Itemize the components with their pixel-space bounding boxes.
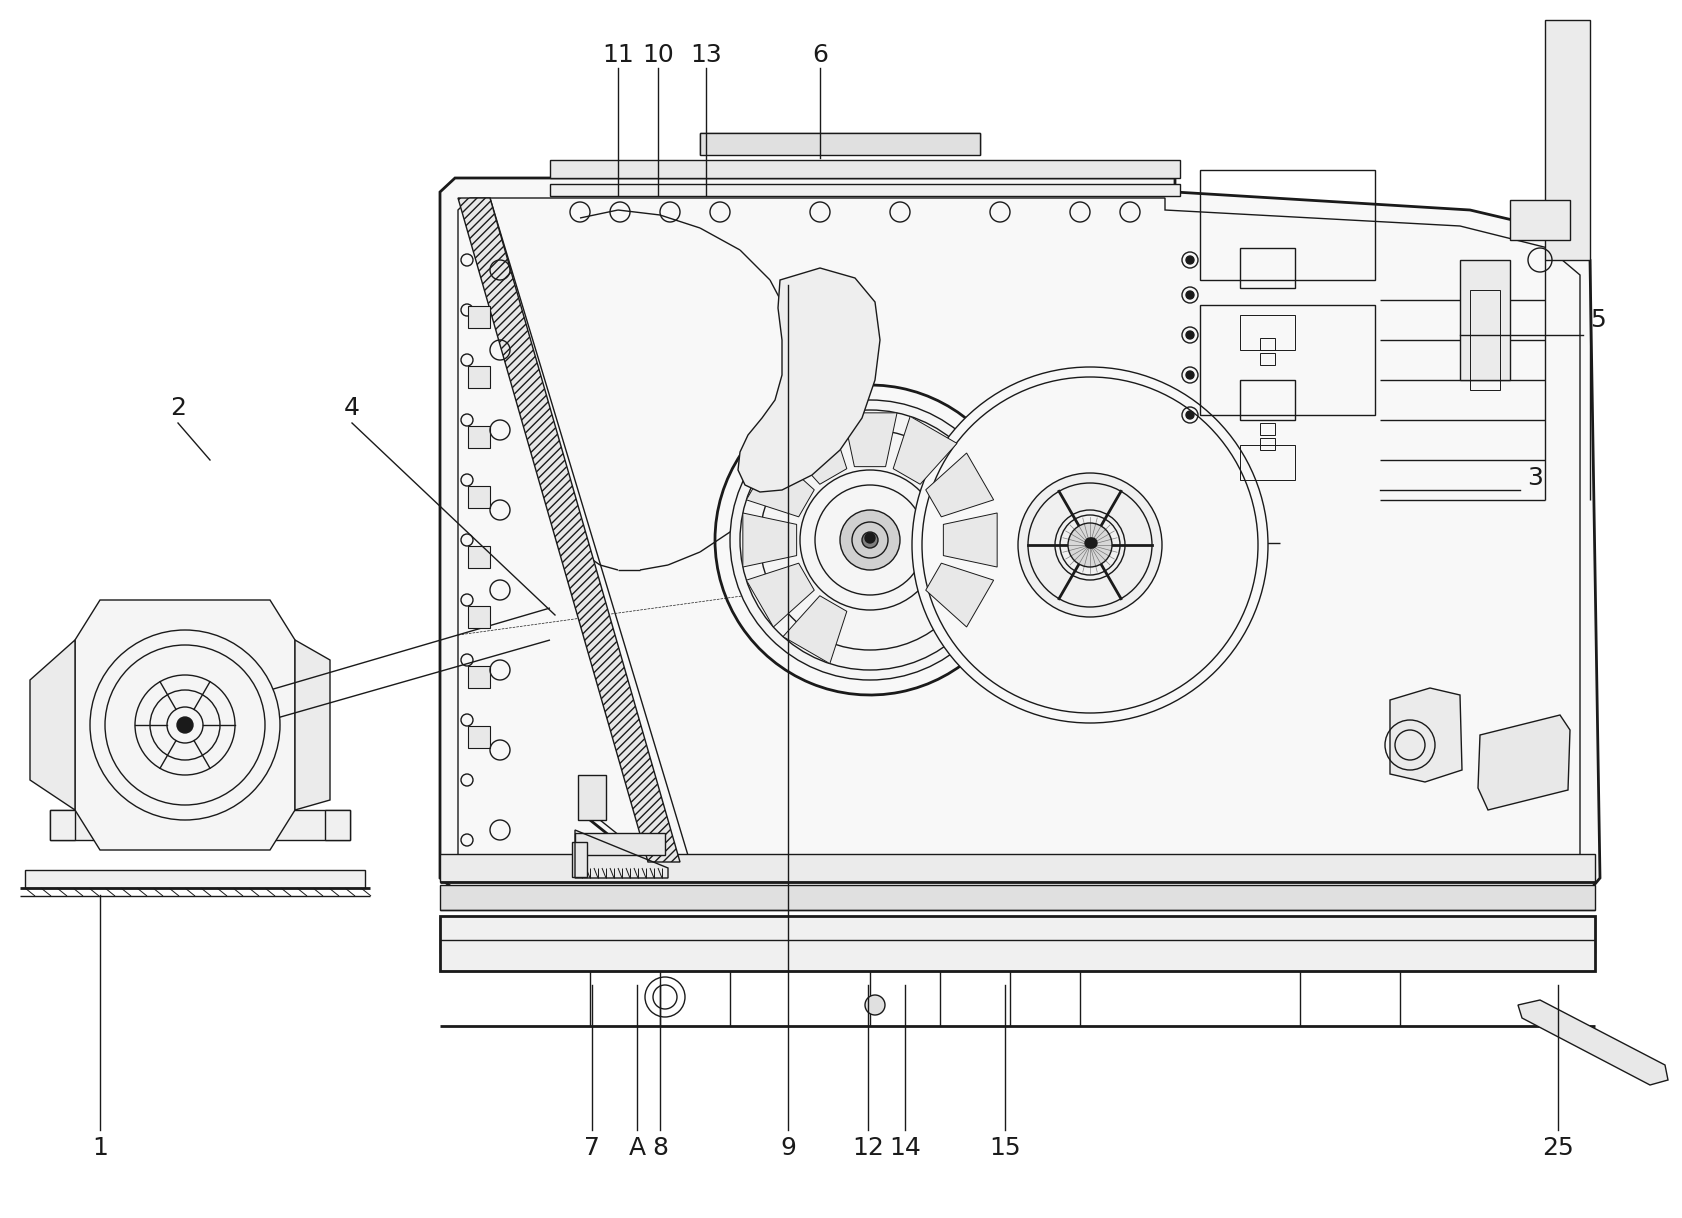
Bar [1240,380,1293,420]
Circle shape [1068,523,1112,568]
Bar [325,810,350,840]
Bar [575,833,664,855]
Polygon shape [294,639,330,810]
Bar [439,885,1595,910]
Bar [1199,304,1374,415]
Bar [468,726,489,748]
Bar [439,935,1595,952]
Polygon shape [745,563,814,627]
Polygon shape [782,417,846,485]
Circle shape [1087,538,1097,548]
Polygon shape [1517,1000,1667,1085]
Bar [50,810,350,840]
Polygon shape [843,413,897,466]
Polygon shape [30,639,76,810]
Polygon shape [76,600,294,850]
Bar [439,854,1595,882]
Polygon shape [925,563,992,627]
Polygon shape [745,453,814,516]
Circle shape [89,630,279,820]
Bar [572,842,587,877]
Text: 6: 6 [811,43,828,67]
Polygon shape [1389,688,1462,782]
Bar [1260,423,1275,435]
Text: 14: 14 [888,1136,920,1160]
Text: 13: 13 [690,43,722,67]
Circle shape [912,367,1267,723]
Circle shape [865,533,875,543]
Bar [439,917,1595,935]
Polygon shape [742,513,796,568]
Bar [577,775,606,820]
Bar [468,306,489,328]
Text: 12: 12 [851,1136,883,1160]
Bar [550,184,1179,196]
Circle shape [1186,410,1193,419]
Bar [1468,290,1499,390]
Text: 9: 9 [779,1136,796,1160]
Bar [468,486,489,508]
Text: 2: 2 [170,396,187,420]
Bar [468,607,489,628]
Circle shape [1186,371,1193,379]
Bar [468,546,489,568]
Text: 5: 5 [1589,308,1605,333]
Polygon shape [1477,715,1569,810]
Bar [468,666,489,688]
Polygon shape [458,199,680,862]
Bar [1260,438,1275,449]
Bar [1260,339,1275,350]
Polygon shape [782,596,846,664]
Circle shape [1085,538,1095,548]
Polygon shape [439,178,1600,890]
Circle shape [865,995,885,1015]
Circle shape [1186,331,1193,339]
Bar [1240,248,1293,287]
Polygon shape [738,268,880,492]
Text: 7: 7 [584,1136,599,1160]
Circle shape [861,532,878,548]
Bar [1260,353,1275,365]
Circle shape [1018,473,1161,618]
Text: A: A [627,1136,646,1160]
Polygon shape [893,417,957,485]
Text: 3: 3 [1526,466,1542,490]
Circle shape [839,510,900,570]
Polygon shape [925,453,992,516]
Bar [700,133,979,155]
Text: 11: 11 [602,43,634,67]
Circle shape [1186,256,1193,264]
Bar [1199,171,1374,280]
Bar [550,160,1179,178]
Bar [439,916,1595,971]
Bar [1544,19,1589,259]
Text: 10: 10 [643,43,673,67]
Text: 25: 25 [1541,1136,1573,1160]
Bar [1509,200,1569,240]
Circle shape [730,400,1009,680]
Bar [1240,445,1293,480]
Bar [50,810,76,840]
Bar [1240,315,1293,350]
Circle shape [177,717,193,733]
Circle shape [1186,291,1193,298]
Polygon shape [944,513,996,568]
Text: 4: 4 [343,396,360,420]
Bar [1458,259,1509,380]
Text: 8: 8 [651,1136,668,1160]
Bar [468,365,489,389]
Bar [25,870,365,888]
Text: 15: 15 [989,1136,1021,1160]
Bar [468,426,489,448]
Text: 1: 1 [93,1136,108,1160]
